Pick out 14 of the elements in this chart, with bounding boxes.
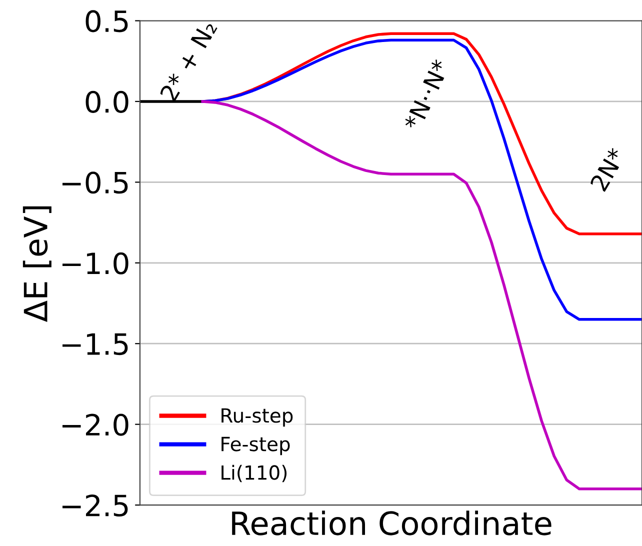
y-tick-label: −0.5 (62, 172, 128, 194)
legend-label: Ru-step (222, 408, 293, 427)
x-axis-title: Reaction Coordinate (232, 510, 552, 536)
y-tick-label: −2.0 (62, 414, 128, 436)
y-tick-label: 0.0 (86, 90, 128, 113)
y-tick-label: −2.5 (62, 494, 128, 517)
annotation: 2* + N₂ (159, 19, 218, 102)
y-tick-label: −1.5 (62, 333, 128, 356)
y-axis-title: ΔE [eV] (22, 206, 52, 322)
annotation: *N··N* (403, 58, 450, 132)
legend-label: Li(110) (222, 464, 287, 482)
y-tick-label: −1.0 (62, 252, 128, 274)
y-tick-label: 0.5 (86, 10, 128, 32)
legend-label: Fe-step (222, 436, 290, 456)
